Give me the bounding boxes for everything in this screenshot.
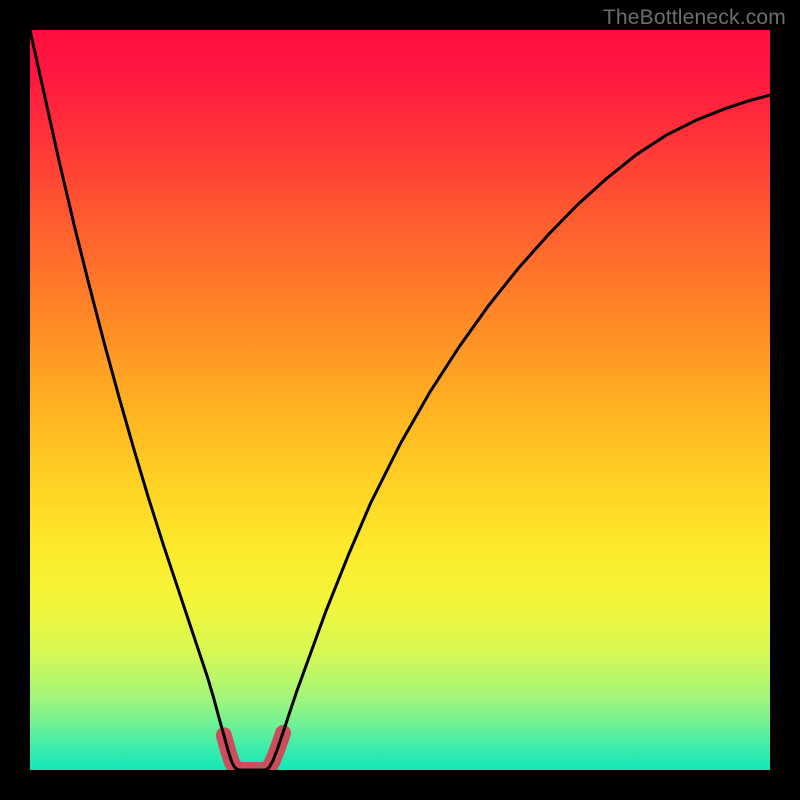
plot-svg [30,30,770,770]
plot-area [30,30,770,770]
watermark-text: TheBottleneck.com [603,6,786,30]
chart-frame: TheBottleneck.com [0,0,800,800]
